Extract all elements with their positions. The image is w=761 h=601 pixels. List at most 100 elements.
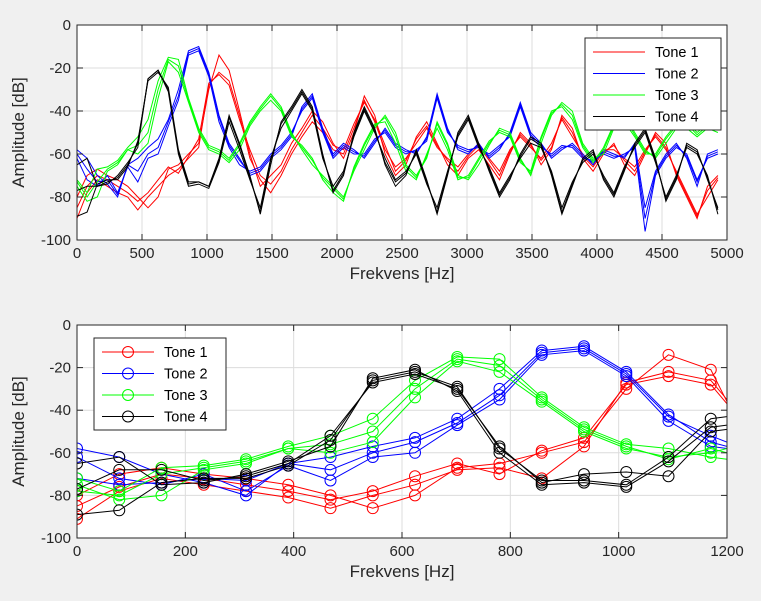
top-spectrum-chart: 0 500 1000 1500 2000 2500 3000 3500 4000 4500 5000… — [9, 17, 744, 283]
data-point — [324, 493, 337, 506]
x-tick-label: 3000 — [450, 245, 483, 262]
data-point — [113, 485, 126, 498]
data-point — [662, 370, 675, 383]
legend-label: Tone 4 — [164, 410, 208, 426]
data-point — [535, 346, 548, 359]
data-point — [282, 485, 295, 498]
series-line-2 — [77, 50, 719, 232]
data-point — [493, 468, 506, 481]
data-point — [366, 502, 379, 515]
y-tick-label: 0 — [63, 17, 71, 34]
series-group — [77, 45, 719, 232]
legend-box — [584, 37, 722, 131]
x-tick-label: 500 — [129, 245, 154, 262]
data-point — [662, 414, 675, 427]
data-point — [113, 463, 126, 476]
data-point — [324, 429, 337, 442]
data-point — [240, 470, 252, 483]
data-point — [704, 425, 717, 438]
x-tick-label: 5000 — [710, 245, 743, 262]
series-line-4 — [77, 369, 727, 488]
series-group — [77, 340, 727, 525]
x-tick-label: 3500 — [515, 245, 548, 262]
data-point — [282, 442, 295, 455]
data-point — [77, 451, 83, 464]
legend-label: Tone 3 — [164, 388, 208, 404]
x-tick-label: 1200 — [710, 543, 743, 560]
y-tick-label: -60 — [49, 146, 71, 163]
data-point — [366, 376, 379, 389]
data-point — [578, 468, 590, 481]
x-tick-label: 800 — [498, 543, 523, 560]
data-point — [282, 491, 295, 504]
data-point — [451, 457, 464, 470]
data-point — [704, 412, 717, 425]
x-tick-label: 4000 — [580, 245, 613, 262]
data-point — [366, 412, 379, 425]
y-tick-label: -80 — [49, 487, 71, 504]
data-point — [282, 457, 295, 470]
data-point — [366, 425, 379, 438]
legend-label: Tone 1 — [655, 45, 699, 61]
data-point — [451, 463, 464, 476]
data-point — [282, 478, 295, 491]
data-point — [113, 504, 126, 517]
data-point — [620, 367, 633, 380]
data-point — [662, 365, 675, 378]
data-point — [77, 483, 83, 496]
data-point — [197, 468, 210, 481]
data-point — [77, 472, 83, 485]
series-line-4 — [77, 69, 719, 215]
data-point — [535, 444, 548, 457]
data-point — [493, 440, 506, 453]
data-point — [493, 446, 506, 459]
y-tick-label: -80 — [49, 189, 71, 206]
data-point — [197, 474, 210, 487]
data-point — [662, 470, 675, 483]
data-point — [620, 465, 633, 478]
x-tick-label: 0 — [73, 543, 81, 560]
data-point — [535, 476, 548, 489]
legend-box — [93, 337, 227, 431]
data-point — [409, 431, 421, 444]
data-point — [620, 440, 633, 453]
legend-label: Tone 2 — [655, 67, 699, 83]
series-line-3 — [77, 60, 719, 203]
data-point — [662, 455, 675, 468]
data-point — [620, 480, 633, 493]
y-tick-label: -40 — [49, 103, 71, 120]
data-point — [493, 365, 506, 378]
data-point — [704, 442, 717, 455]
legend-label: Tone 3 — [655, 88, 699, 104]
y-axis-label: Amplitude [dB] — [9, 376, 28, 487]
data-point — [240, 489, 252, 502]
data-point — [366, 485, 379, 498]
data-point — [704, 421, 717, 434]
data-point — [493, 461, 506, 474]
x-tick-label: 0 — [73, 245, 81, 262]
series-line-2 — [77, 350, 727, 492]
data-point — [493, 359, 506, 372]
series-line-1 — [77, 354, 727, 509]
data-point — [77, 512, 83, 525]
series-line-1 — [77, 73, 719, 218]
data-point — [662, 348, 675, 361]
y-tick-label: -100 — [41, 232, 71, 249]
x-tick-label: 4500 — [645, 245, 678, 262]
data-point — [324, 463, 337, 476]
data-point — [155, 478, 168, 491]
data-point — [324, 502, 337, 515]
data-point — [409, 436, 421, 449]
data-point — [704, 378, 717, 391]
data-point — [704, 374, 717, 387]
legend-swatch-marker — [122, 367, 134, 380]
x-tick-label: 1000 — [602, 543, 635, 560]
data-point — [409, 363, 421, 376]
legend-swatch-marker — [122, 410, 134, 423]
x-axis-label: Frekvens [Hz] — [350, 562, 455, 581]
data-point — [113, 451, 126, 464]
data-point — [451, 416, 464, 429]
data-point — [493, 393, 506, 406]
data-point — [704, 446, 717, 459]
